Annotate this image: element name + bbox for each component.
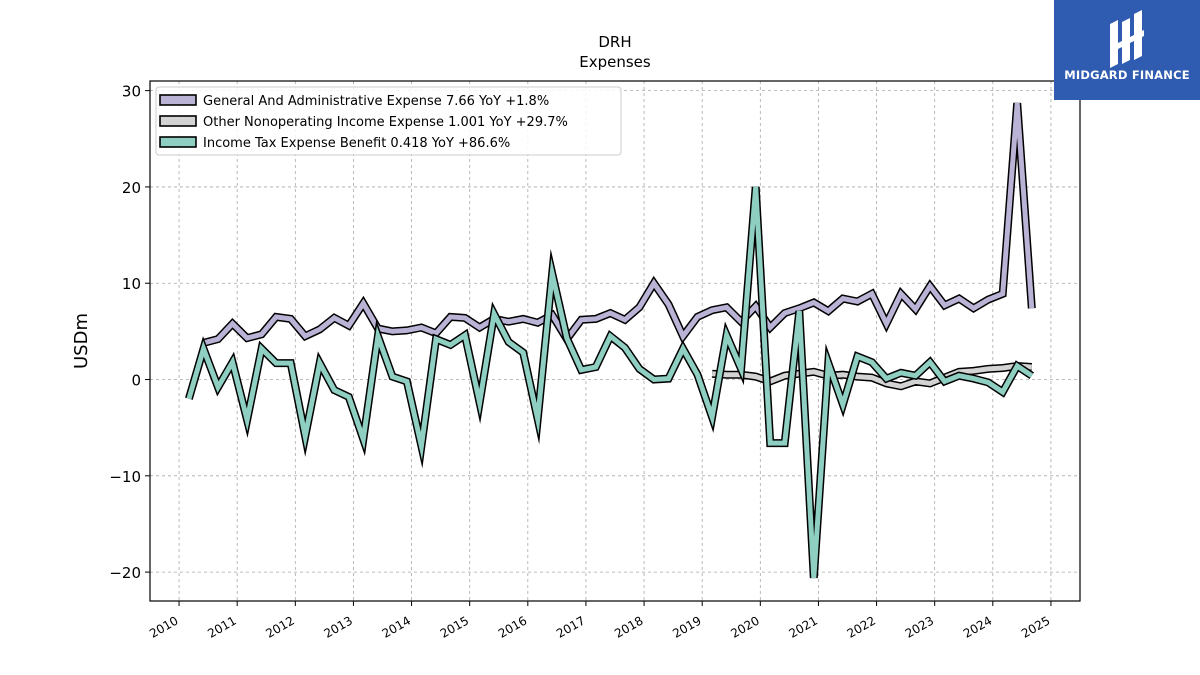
x-tick-label: 2016: [496, 613, 529, 640]
x-tick-label: 2025: [1019, 613, 1052, 640]
y-tick-label: 0: [131, 372, 141, 390]
chart-title: DRH: [598, 33, 631, 51]
x-tick-label: 2011: [205, 613, 238, 640]
legend-swatch-income-tax-expense-benefit: [159, 136, 197, 148]
x-axis-ticks: 2010 2011 2012 2013 2014 2015 2016 2017 2018 2019…: [147, 601, 1052, 641]
x-tick-label: 2019: [670, 613, 703, 640]
grid-lines: [150, 81, 1080, 601]
x-tick-label: 2023: [903, 613, 936, 640]
x-tick-label: 2012: [263, 613, 296, 640]
series-line-income-tax-expense-benefit: [186, 186, 1034, 579]
x-tick-label: 2017: [554, 613, 587, 640]
y-axis-label: USDm: [71, 313, 92, 369]
plot-frame: [149, 80, 1081, 602]
y-tick-label: −20: [109, 564, 141, 582]
x-tick-label: 2021: [786, 613, 819, 640]
x-tick-label: 2024: [961, 613, 994, 640]
x-tick-label: 2018: [612, 613, 645, 640]
midgard-finance-logo: MIDGARD FINANCE: [1054, 0, 1200, 100]
x-tick-label: 2022: [845, 613, 878, 640]
y-tick-label: 30: [122, 83, 141, 101]
y-tick-label: −10: [109, 468, 141, 486]
x-tick-label: 2020: [728, 613, 761, 640]
legend-label-general-and-administrative-expense: General And Administrative Expense 7.66 …: [203, 94, 549, 109]
series-lines: [185, 102, 1036, 579]
y-tick-label: 20: [122, 179, 141, 197]
x-tick-label: 2014: [380, 613, 413, 640]
chart-subtitle: Expenses: [579, 53, 651, 71]
x-tick-label: 2010: [147, 613, 180, 640]
logo-text: MIDGARD FINANCE: [1064, 68, 1190, 82]
logo-mark-icon: [1110, 10, 1144, 68]
legend-swatch-other-nonoperating-income-expense: [159, 115, 197, 127]
series-line-general-and-administrative-expense: [202, 102, 1035, 346]
legend: General And Administrative Expense 7.66 …: [155, 86, 622, 156]
legend-label-income-tax-expense-benefit: Income Tax Expense Benefit 0.418 YoY +86…: [203, 136, 510, 151]
legend-swatch-general-and-administrative-expense: [159, 94, 197, 106]
x-tick-label: 2015: [438, 613, 471, 640]
legend-frame: [155, 86, 622, 156]
x-tick-label: 2013: [321, 613, 354, 640]
y-tick-label: 10: [122, 275, 141, 293]
legend-label-other-nonoperating-income-expense: Other Nonoperating Income Expense 1.001 …: [203, 115, 568, 130]
y-axis-ticks: −20 −10 0 10 20 30: [109, 83, 150, 582]
